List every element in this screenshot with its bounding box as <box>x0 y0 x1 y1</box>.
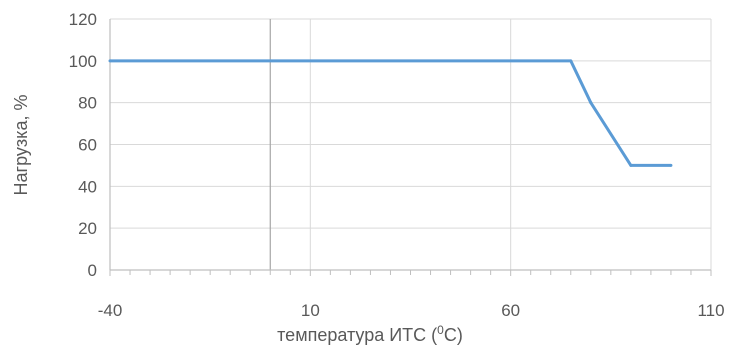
x-tick-label-3: 110 <box>697 301 724 320</box>
data-series <box>108 59 673 167</box>
x-tick-label-1: 10 <box>301 301 320 320</box>
y-axis-title: Нагрузка, % <box>11 95 31 196</box>
series-point-0-1 <box>569 59 573 63</box>
gridlines <box>110 18 712 270</box>
x-axis-title-main: температура ИТС ( <box>277 325 437 345</box>
y-tick-label-0: 0 <box>88 261 97 280</box>
x-axis-title: температура ИТС (0C) <box>277 323 463 345</box>
series-point-0-0 <box>108 59 112 63</box>
y-tick-label-40: 40 <box>78 177 97 196</box>
x-axis-title-tail: C) <box>444 325 463 345</box>
series-line-0 <box>110 59 671 167</box>
y-tick-label-60: 60 <box>78 136 97 155</box>
y-tick-label-100: 100 <box>69 52 97 71</box>
x-tick-label-2: 60 <box>501 301 520 320</box>
x-tick-labels: -40 10 60 110 <box>98 301 725 320</box>
x-axis-title-superscript: 0 <box>437 323 444 337</box>
y-tick-label-120: 120 <box>69 10 97 29</box>
y-tick-label-20: 20 <box>78 219 97 238</box>
y-tick-labels: 0 20 40 60 80 100 120 <box>69 10 97 280</box>
y-tick-label-80: 80 <box>78 94 97 113</box>
x-tick-label-0: -40 <box>98 301 123 320</box>
series-point-0-3 <box>629 163 633 167</box>
series-point-0-2 <box>589 101 593 105</box>
series-point-0-4 <box>669 163 673 167</box>
